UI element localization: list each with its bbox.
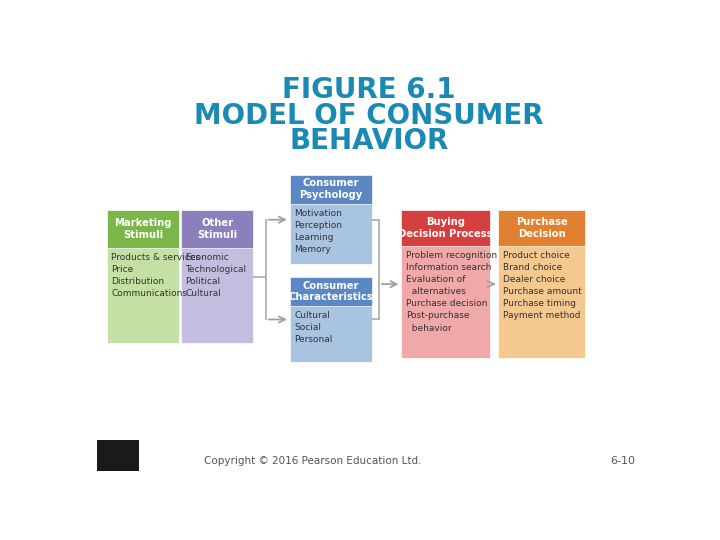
Text: Copyright © 2016 Pearson Education Ltd.: Copyright © 2016 Pearson Education Ltd. <box>204 456 422 465</box>
Text: Consumer
Psychology: Consumer Psychology <box>300 179 363 200</box>
Text: Product choice
Brand choice
Dealer choice
Purchase amount
Purchase timing
Paymen: Product choice Brand choice Dealer choic… <box>503 251 582 321</box>
Bar <box>401 211 490 246</box>
Text: Problem recognition
Information search
Evaluation of
  alternatives
Purchase dec: Problem recognition Information search E… <box>406 251 497 333</box>
Text: Other
Stimuli: Other Stimuli <box>197 218 238 240</box>
Text: Marketing
Stimuli: Marketing Stimuli <box>114 218 172 240</box>
Bar <box>289 277 372 362</box>
Bar <box>498 211 585 246</box>
Text: Purchase
Decision: Purchase Decision <box>516 217 567 239</box>
Text: 6-10: 6-10 <box>611 456 635 465</box>
Text: FIGURE 6.1: FIGURE 6.1 <box>282 76 456 104</box>
Text: MODEL OF CONSUMER: MODEL OF CONSUMER <box>194 102 544 130</box>
Bar <box>181 211 253 343</box>
Text: Products & services
Price
Distribution
Communications: Products & services Price Distribution C… <box>111 253 200 298</box>
Bar <box>401 211 490 358</box>
Text: Buying
Decision Process: Buying Decision Process <box>398 217 492 239</box>
Bar <box>289 277 372 306</box>
Text: BEHAVIOR: BEHAVIOR <box>289 127 449 156</box>
Bar <box>181 211 253 247</box>
Bar <box>289 175 372 204</box>
Bar <box>96 440 138 471</box>
Text: Cultural
Social
Personal: Cultural Social Personal <box>294 311 333 344</box>
Bar <box>107 211 179 343</box>
Text: Economic
Technological
Political
Cultural: Economic Technological Political Cultura… <box>186 253 246 298</box>
Text: Motivation
Perception
Learning
Memory: Motivation Perception Learning Memory <box>294 208 342 254</box>
Bar <box>498 211 585 358</box>
Bar <box>289 175 372 265</box>
Text: Consumer
Characteristics: Consumer Characteristics <box>289 281 374 302</box>
Bar <box>107 211 179 247</box>
